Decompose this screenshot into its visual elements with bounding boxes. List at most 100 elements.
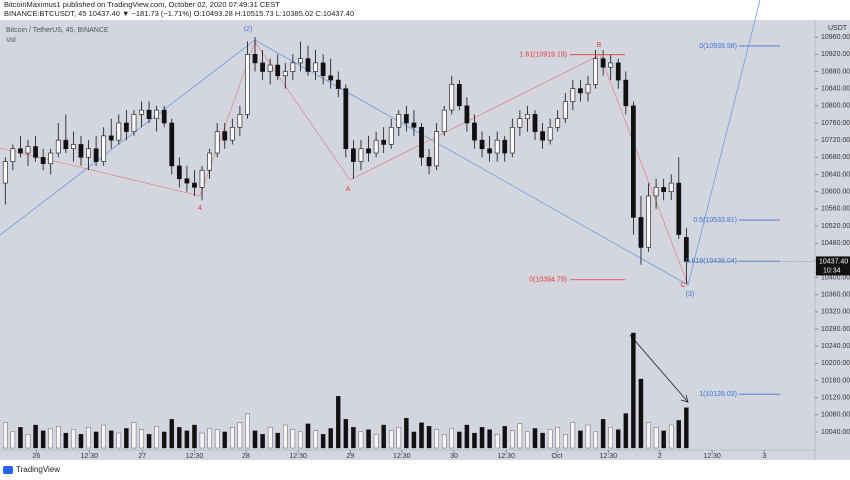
volume-bar — [404, 417, 409, 449]
volume-bar — [154, 425, 159, 449]
candle-body — [86, 148, 91, 158]
volume-bar — [570, 422, 576, 449]
candle-body — [668, 182, 674, 192]
candle-body — [10, 148, 16, 162]
legend: Bitcoin / TetherUS, 45, BINANCE — [6, 27, 109, 34]
candle-body — [18, 148, 23, 154]
candle-body — [290, 62, 296, 72]
candle-body — [33, 146, 38, 158]
candle-body — [222, 131, 228, 141]
candle-body — [335, 79, 341, 89]
volume-bar — [283, 424, 288, 449]
x-tick-label: 26 — [32, 453, 40, 460]
candle-body — [358, 148, 364, 162]
candle-body — [116, 122, 122, 141]
candle-body — [252, 54, 258, 64]
candle-body — [517, 118, 523, 128]
candle-body — [570, 88, 576, 102]
volume-bar — [510, 430, 515, 449]
y-tick-label: 10800.00 — [821, 103, 850, 110]
volume-bar — [525, 431, 530, 449]
volume-bar — [48, 428, 53, 449]
y-tick-label: 10040.00 — [821, 429, 850, 436]
volume-bar — [578, 430, 583, 449]
y-tick-label: 10640.00 — [821, 171, 850, 178]
wave-label: 4 — [198, 205, 202, 212]
volume-bar — [411, 431, 417, 449]
volume-bar — [260, 434, 265, 449]
x-tick-label: 12:30 — [600, 453, 618, 460]
y-tick-label: 10600.00 — [821, 189, 850, 196]
volume-bar — [358, 431, 364, 449]
volume-bar — [222, 431, 227, 449]
volume-bar — [457, 431, 462, 449]
candle-body — [192, 182, 197, 188]
fib-label: 0.5(10533.81) — [693, 217, 737, 224]
volume-bar — [608, 427, 613, 449]
volume-bar — [631, 332, 636, 449]
volume-bar — [600, 419, 606, 449]
volume-bar — [230, 427, 235, 449]
volume-bar — [661, 430, 666, 449]
candle-body — [63, 139, 69, 150]
arrow — [629, 334, 689, 403]
volume-bar — [101, 424, 106, 449]
volume-bar — [290, 429, 296, 449]
volume-bar — [434, 429, 439, 449]
currency: USDT — [828, 25, 848, 32]
volume-bar — [351, 427, 356, 449]
candle-body — [161, 109, 167, 124]
volume-bar — [214, 429, 220, 449]
volume-bar — [479, 427, 485, 449]
candle-body — [419, 126, 424, 158]
y-tick-label: 10880.00 — [821, 68, 850, 75]
volume-bar — [207, 428, 212, 449]
wave-label: (3) — [686, 291, 695, 298]
wave-label: B — [597, 42, 602, 49]
volume-bar — [199, 432, 205, 449]
y-tick-label: 10360.00 — [821, 291, 850, 298]
volume-bar — [487, 429, 492, 449]
candle-body — [55, 139, 61, 154]
volume-bar — [449, 428, 454, 449]
volume-bar — [343, 419, 349, 449]
candle-body — [464, 105, 470, 124]
candle-body — [578, 88, 583, 94]
candle-body — [146, 109, 152, 120]
last-price-box — [816, 256, 850, 276]
candle-body — [184, 178, 190, 184]
volume-bar — [320, 434, 326, 449]
fib-label: 0(10939.58) — [699, 43, 737, 50]
logo — [3, 466, 13, 474]
fib-label: 1.61(10919.19) — [520, 52, 567, 59]
candle-body — [123, 122, 129, 132]
candle-body — [449, 84, 455, 111]
candle-body — [502, 139, 508, 154]
y-tick-label: 10960.00 — [821, 34, 850, 41]
volume-bar — [653, 427, 659, 449]
y-tick-label: 10720.00 — [821, 137, 850, 144]
candle-body — [207, 152, 212, 171]
header-line1: BitcoinMaximus1 published on TradingView… — [4, 0, 280, 9]
fib-label: 0(10394.79) — [529, 277, 567, 284]
wave-line-red — [0, 41, 689, 286]
candle-body — [472, 122, 477, 141]
y-tick-label: 10560.00 — [821, 206, 850, 213]
candle-body — [494, 139, 500, 154]
volume-bar — [676, 420, 682, 449]
candle-body — [623, 79, 629, 107]
y-tick-label: 10240.00 — [821, 343, 850, 350]
x-tick-label: 12:30 — [81, 453, 99, 460]
volume-bar — [25, 434, 31, 449]
candle-body — [313, 62, 318, 72]
candle-body — [600, 58, 606, 68]
volume-bar — [169, 419, 175, 449]
volume-bar — [547, 429, 553, 449]
candle-body — [540, 131, 545, 141]
last-price: 10437.40 — [819, 258, 848, 265]
chart-bg — [0, 20, 850, 460]
x-tick-label: 29 — [346, 453, 354, 460]
volume-bar — [381, 424, 386, 449]
x-tick-label: 2 — [658, 453, 662, 460]
y-tick-label: 10320.00 — [821, 309, 850, 316]
